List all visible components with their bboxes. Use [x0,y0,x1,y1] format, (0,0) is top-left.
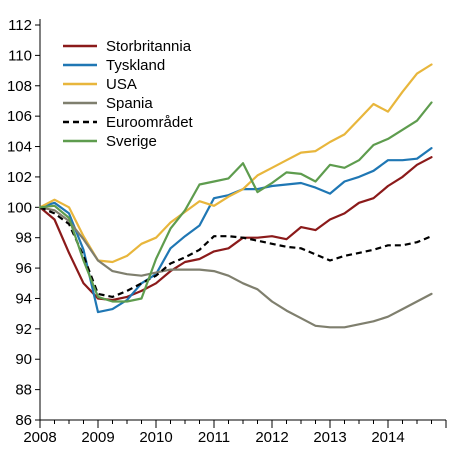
legend-label-0: Storbritannia [106,38,192,55]
series-line-4 [39,206,432,298]
y-tick-label: 90 [15,351,32,368]
legend-label-2: USA [106,76,137,93]
axes: 86 88 90 92 94 96 98 100 102 104 106 108 110 112 2008 2… [7,17,447,446]
x-tick-label: 2011 [198,429,230,446]
legend-label-4: Euroområdet [106,114,194,131]
legend-label-5: Sverige [106,133,157,150]
y-tick-label: 102 [7,169,32,186]
y-tick-label: 98 [15,230,32,247]
legend-label-3: Spania [106,95,153,112]
x-tick-label: 2009 [81,429,114,446]
series-line-2 [38,63,433,264]
y-tick-label: 94 [15,290,32,307]
series-lines [38,63,433,329]
y-tick-label: 106 [7,108,32,125]
y-tick-label: 112 [8,17,32,34]
y-tick-label: 104 [7,139,32,156]
x-tick-label: 2008 [23,429,56,446]
series-line-1 [38,147,433,314]
y-tick-label: 100 [7,199,32,216]
y-tick-label: 88 [15,382,32,399]
y-tick-label: 86 [15,412,32,429]
x-tick-label: 2014 [371,429,404,446]
y-tick-label: 92 [15,321,32,338]
x-tick-label: 2013 [313,429,346,446]
x-tick-label: 2010 [139,429,172,446]
y-tick-label: 96 [15,260,32,277]
legend-label-1: Tyskland [106,57,165,74]
series-line-5 [38,101,433,303]
legend: Storbritannia Tyskland USA Spania Euroområde… [63,38,194,150]
y-tick-label: 110 [8,47,32,64]
x-tick-label: 2012 [255,429,288,446]
series-line-3 [38,206,433,329]
y-tick-label: 108 [7,78,32,95]
